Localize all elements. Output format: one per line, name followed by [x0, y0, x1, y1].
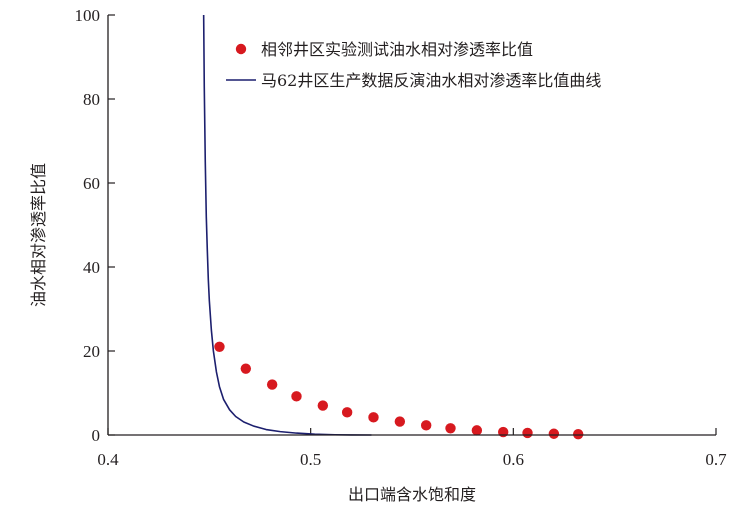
data-point	[266, 379, 278, 390]
data-point	[214, 341, 225, 352]
x-tick-label: 0.6	[503, 450, 524, 469]
data-point	[522, 427, 533, 439]
scatter-series	[214, 341, 584, 440]
data-point	[498, 426, 509, 438]
y-tick-label: 0	[92, 426, 101, 445]
legend-label-scatter: 相邻井区实验测试油水相对渗透率比值	[261, 40, 533, 59]
x-axis-title: 出口端含水饱和度	[348, 485, 476, 504]
y-axis-ticks: 0 20 40 60 80 100	[75, 6, 115, 445]
x-axis-ticks: 0.4 0.5 0.6 0.7	[97, 428, 727, 469]
data-point	[572, 428, 584, 440]
legend-scatter-marker	[235, 43, 247, 55]
data-point	[240, 363, 252, 374]
x-tick-label: 0.4	[97, 450, 119, 469]
legend: 相邻井区实验测试油水相对渗透率比值 马62井区生产数据反演油水相对渗透率比值曲线	[226, 40, 601, 90]
series-line-curve	[202, 14, 372, 436]
y-tick-label: 60	[83, 174, 100, 193]
y-tick-label: 20	[83, 342, 100, 361]
data-point	[368, 412, 379, 423]
legend-label-line: 马62井区生产数据反演油水相对渗透率比值曲线	[261, 71, 601, 90]
data-point	[291, 391, 302, 402]
data-point	[317, 400, 329, 411]
y-tick-label: 100	[75, 6, 101, 25]
data-point	[420, 420, 432, 431]
data-point	[471, 425, 483, 436]
data-point	[341, 407, 353, 418]
x-tick-label: 0.7	[705, 450, 727, 469]
data-point	[394, 416, 406, 427]
y-axis-title: 油水相对渗透率比值	[29, 163, 48, 307]
x-tick-label: 0.5	[300, 450, 321, 469]
y-tick-label: 80	[83, 90, 100, 109]
data-point	[548, 428, 560, 439]
data-point	[445, 423, 456, 434]
line-series	[202, 14, 372, 436]
y-tick-label: 40	[83, 258, 100, 277]
